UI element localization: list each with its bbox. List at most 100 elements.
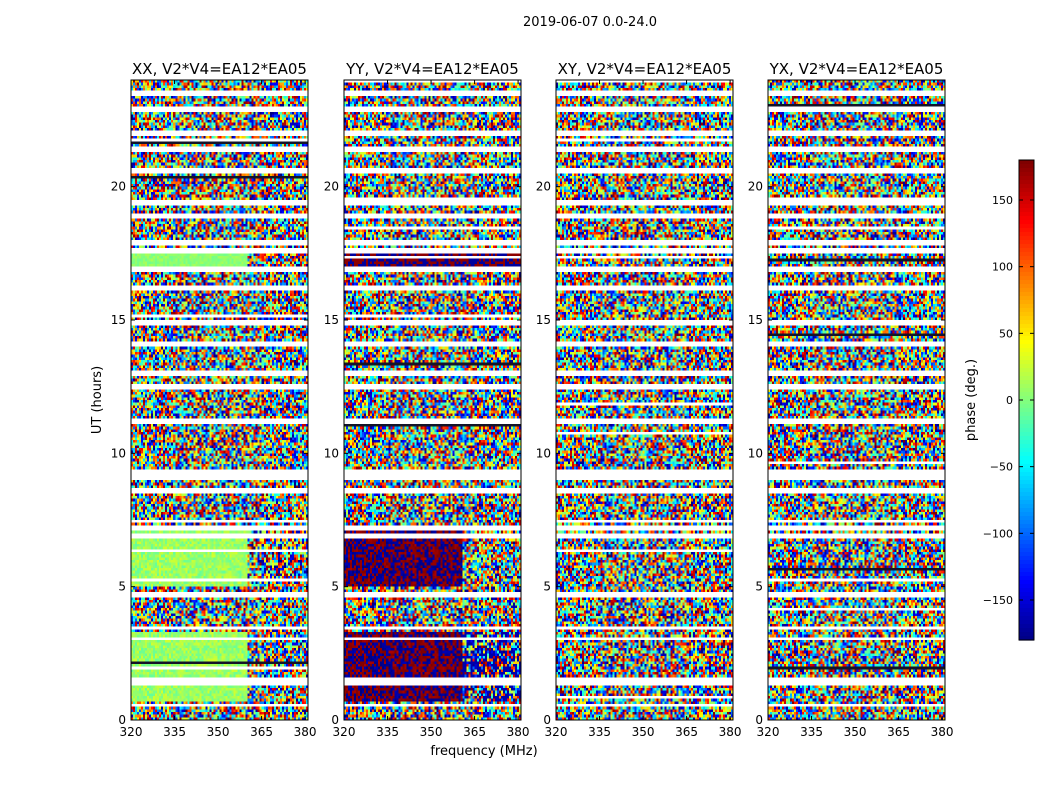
colorbar-segment bbox=[1019, 540, 1034, 545]
colorbar-segment bbox=[1019, 608, 1034, 613]
colorbar-segment bbox=[1019, 628, 1034, 633]
colorbar-segment bbox=[1019, 284, 1034, 289]
colorbar-segment bbox=[1019, 264, 1034, 269]
colorbar-segment bbox=[1019, 252, 1034, 257]
colorbar-label: phase (deg.) bbox=[964, 359, 979, 441]
colorbar-tick-label: 50 bbox=[999, 327, 1013, 340]
panel-frame bbox=[130, 79, 309, 721]
colorbar-segment bbox=[1019, 368, 1034, 373]
colorbar-segment bbox=[1019, 388, 1034, 393]
colorbar-segment bbox=[1019, 404, 1034, 409]
colorbar-segment bbox=[1019, 256, 1034, 261]
colorbar-segment bbox=[1019, 332, 1034, 337]
colorbar-segment bbox=[1019, 468, 1034, 473]
x-tick-label: 320 bbox=[545, 725, 568, 739]
colorbar-segment bbox=[1019, 316, 1034, 321]
colorbar-segment bbox=[1019, 300, 1034, 305]
colorbar-segment bbox=[1019, 344, 1034, 349]
y-tick-label: 20 bbox=[536, 180, 551, 194]
colorbar-segment bbox=[1019, 484, 1034, 489]
panel-yx: YX, V2*V4=EA12*EA05 320 335 350 365 380 0 5 10 15… bbox=[748, 60, 954, 739]
x-tick-label: 335 bbox=[588, 725, 611, 739]
colorbar-segment bbox=[1019, 268, 1034, 273]
colorbar-segment bbox=[1019, 564, 1034, 569]
colorbar-segment bbox=[1019, 328, 1034, 333]
colorbar-segment bbox=[1019, 204, 1034, 209]
colorbar-segment bbox=[1019, 616, 1034, 621]
colorbar-segment bbox=[1019, 556, 1034, 561]
y-tick-label: 10 bbox=[748, 446, 763, 460]
heatmap-yy bbox=[344, 80, 521, 720]
colorbar-tick-label: 150 bbox=[992, 194, 1013, 207]
y-tick-label: 5 bbox=[331, 580, 339, 594]
y-tick-label: 0 bbox=[543, 713, 551, 727]
colorbar-segment bbox=[1019, 160, 1034, 165]
panel-xx: XX, V2*V4=EA12*EA05 320 335 350 365 380 0 5 10 15… bbox=[111, 60, 317, 739]
colorbar-segment bbox=[1019, 456, 1034, 461]
colorbar-segment bbox=[1019, 420, 1034, 425]
colorbar-segment bbox=[1019, 288, 1034, 293]
x-tick-label: 320 bbox=[333, 725, 356, 739]
y-tick-label: 5 bbox=[118, 580, 126, 594]
x-axis-label: frequency (MHz) bbox=[430, 744, 537, 759]
x-tick-label: 365 bbox=[250, 725, 273, 739]
colorbar-segment bbox=[1019, 560, 1034, 565]
colorbar-segment bbox=[1019, 444, 1034, 449]
x-tick-label: 350 bbox=[632, 725, 655, 739]
x-tick-label: 380 bbox=[294, 725, 317, 739]
colorbar-segment bbox=[1019, 436, 1034, 441]
y-tick-label: 10 bbox=[111, 446, 126, 460]
colorbar-segment bbox=[1019, 408, 1034, 413]
colorbar-segment bbox=[1019, 380, 1034, 385]
panel-title: YY, V2*V4=EA12*EA05 bbox=[345, 60, 519, 78]
colorbar-segment bbox=[1019, 552, 1034, 557]
colorbar-segment bbox=[1019, 580, 1034, 585]
x-tick-label: 335 bbox=[376, 725, 399, 739]
colorbar-segment bbox=[1019, 244, 1034, 249]
heatmap-panels: XX, V2*V4=EA12*EA05 320 335 350 365 380 0 5 10 15… bbox=[111, 60, 954, 739]
x-tick-label: 335 bbox=[800, 725, 823, 739]
colorbar-segment bbox=[1019, 384, 1034, 389]
colorbar-segment bbox=[1019, 308, 1034, 313]
colorbar-segment bbox=[1019, 624, 1034, 629]
x-tick-label: 320 bbox=[120, 725, 143, 739]
colorbar-segment bbox=[1019, 452, 1034, 457]
colorbar-segment bbox=[1019, 428, 1034, 433]
colorbar-segment bbox=[1019, 180, 1034, 185]
colorbar-segment bbox=[1019, 572, 1034, 577]
colorbar-segment bbox=[1019, 172, 1034, 177]
colorbar-segment bbox=[1019, 168, 1034, 173]
colorbar-segment bbox=[1019, 396, 1034, 401]
colorbar-segment bbox=[1019, 184, 1034, 189]
colorbar-segment bbox=[1019, 248, 1034, 253]
y-tick-label: 15 bbox=[111, 313, 126, 327]
colorbar-segment bbox=[1019, 472, 1034, 477]
y-tick-label: 0 bbox=[118, 713, 126, 727]
x-tick-label: 365 bbox=[887, 725, 910, 739]
x-tick-label: 335 bbox=[163, 725, 186, 739]
phase-colorbar: 150 100 50 0 −50 −100 −150 bbox=[983, 159, 1035, 641]
colorbar-segment bbox=[1019, 232, 1034, 237]
colorbar-segment bbox=[1019, 612, 1034, 617]
colorbar-segment bbox=[1019, 260, 1034, 265]
colorbar-segment bbox=[1019, 416, 1034, 421]
x-tick-label: 380 bbox=[931, 725, 954, 739]
colorbar-segment bbox=[1019, 296, 1034, 301]
panel-frame bbox=[767, 79, 946, 721]
heatmap-yx bbox=[768, 80, 945, 720]
y-tick-label: 0 bbox=[331, 713, 339, 727]
colorbar-segment bbox=[1019, 236, 1034, 241]
x-tick-label: 380 bbox=[719, 725, 742, 739]
colorbar-segment bbox=[1019, 220, 1034, 225]
x-tick-label: 365 bbox=[463, 725, 486, 739]
y-tick-label: 20 bbox=[748, 180, 763, 194]
colorbar-segment bbox=[1019, 500, 1034, 505]
colorbar-segment bbox=[1019, 524, 1034, 529]
x-tick-label: 350 bbox=[844, 725, 867, 739]
colorbar-segment bbox=[1019, 448, 1034, 453]
colorbar-segment bbox=[1019, 532, 1034, 537]
colorbar-segment bbox=[1019, 548, 1034, 553]
colorbar-segment bbox=[1019, 272, 1034, 277]
colorbar-segment bbox=[1019, 228, 1034, 233]
y-tick-label: 5 bbox=[755, 580, 763, 594]
